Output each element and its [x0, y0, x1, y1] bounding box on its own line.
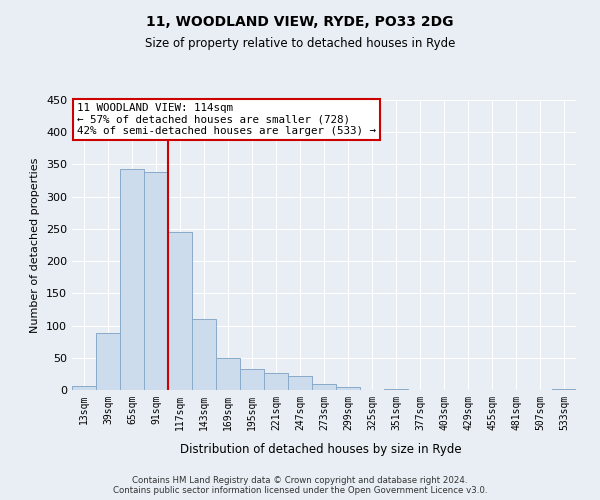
Bar — [312, 384, 336, 390]
Bar — [96, 332, 120, 390]
Bar — [144, 172, 168, 390]
Bar — [192, 319, 216, 390]
Text: Contains HM Land Registry data © Crown copyright and database right 2024.
Contai: Contains HM Land Registry data © Crown c… — [113, 476, 487, 495]
Text: Size of property relative to detached houses in Ryde: Size of property relative to detached ho… — [145, 38, 455, 51]
Bar — [240, 370, 264, 390]
Bar — [72, 386, 96, 390]
Bar — [120, 169, 144, 390]
Bar — [336, 387, 360, 390]
Y-axis label: Number of detached properties: Number of detached properties — [31, 158, 40, 332]
Bar — [168, 232, 192, 390]
Bar — [264, 372, 288, 390]
Bar — [288, 376, 312, 390]
Text: Distribution of detached houses by size in Ryde: Distribution of detached houses by size … — [180, 442, 462, 456]
Text: 11, WOODLAND VIEW, RYDE, PO33 2DG: 11, WOODLAND VIEW, RYDE, PO33 2DG — [146, 15, 454, 29]
Bar — [216, 358, 240, 390]
Text: 11 WOODLAND VIEW: 114sqm
← 57% of detached houses are smaller (728)
42% of semi-: 11 WOODLAND VIEW: 114sqm ← 57% of detach… — [77, 103, 376, 136]
